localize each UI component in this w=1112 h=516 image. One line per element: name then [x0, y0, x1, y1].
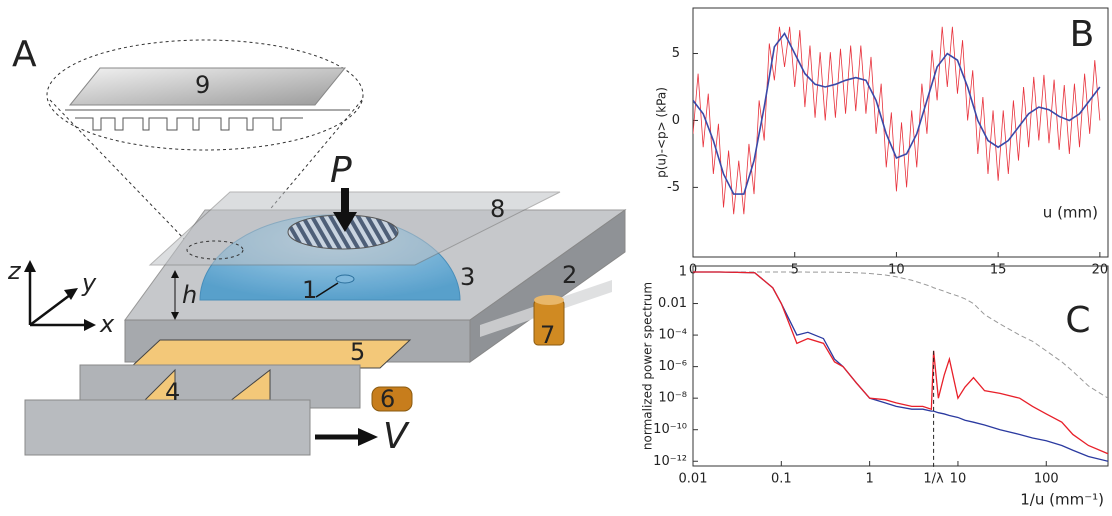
panel-label: A — [12, 34, 37, 75]
x-tick-label: 1 — [865, 472, 873, 487]
y-tick-label: 10⁻⁸ — [658, 391, 687, 406]
x-tick-label: 0.01 — [679, 472, 708, 487]
y-tick-label: 1 — [679, 264, 687, 279]
part-label: 1 — [302, 276, 317, 304]
x-tick-label: 10 — [888, 263, 905, 278]
height-label: h — [182, 281, 197, 309]
x-axis-label: u (mm) — [1043, 204, 1098, 222]
part-label: 2 — [562, 261, 577, 289]
velocity-label: V — [383, 416, 410, 457]
part-label: 3 — [460, 263, 475, 291]
y-tick-label: 10⁻¹² — [653, 454, 687, 469]
axis-name: x — [99, 310, 115, 338]
plot-area — [693, 271, 1108, 462]
part-label: 9 — [195, 71, 210, 99]
x-tick-label: 5 — [791, 263, 799, 278]
plot-area — [693, 26, 1101, 215]
annotation: 1/λ — [923, 472, 944, 487]
y-tick-label: 10⁻¹⁰ — [653, 422, 687, 437]
y-tick-label: 10⁻⁶ — [658, 359, 687, 374]
part-label: 6 — [380, 385, 395, 413]
part-label: 8 — [490, 195, 505, 223]
panel-label: C — [1065, 300, 1090, 341]
panel-label: B — [1070, 14, 1095, 55]
axis-name: z — [7, 257, 22, 285]
data-line — [693, 271, 1108, 399]
y-tick-label: 10⁻⁴ — [658, 328, 687, 343]
data-line — [693, 271, 1108, 455]
data-line — [693, 271, 1108, 462]
schematic: A 9 8 2 3 1 7 — [7, 34, 627, 457]
axis-name: y — [81, 269, 97, 297]
plot-frame — [692, 265, 1109, 467]
force-label: P — [330, 150, 352, 191]
x-tick-label: 10 — [950, 472, 967, 487]
y-axis-label: normalized power spectrum — [641, 282, 655, 450]
data-line — [693, 31, 1101, 195]
data-line — [693, 26, 1101, 215]
y-tick-label: 5 — [672, 46, 680, 61]
y-tick-label: 0 — [672, 113, 680, 128]
part-label: 5 — [350, 338, 365, 366]
x-tick-label: 20 — [1092, 263, 1109, 278]
x-tick-label: 15 — [990, 263, 1007, 278]
y-tick-label: 0.01 — [658, 296, 687, 311]
part-label: 4 — [165, 378, 180, 406]
x-tick-label: 0.1 — [771, 472, 792, 487]
x-axis-label: 1/u (mm⁻¹) — [1020, 491, 1104, 509]
y-tick-label: -5 — [667, 180, 680, 195]
part-label: 7 — [540, 321, 555, 349]
x-tick-label: 100 — [1034, 472, 1059, 487]
y-axis-label: p(u)-<p> (kPa) — [655, 87, 669, 178]
